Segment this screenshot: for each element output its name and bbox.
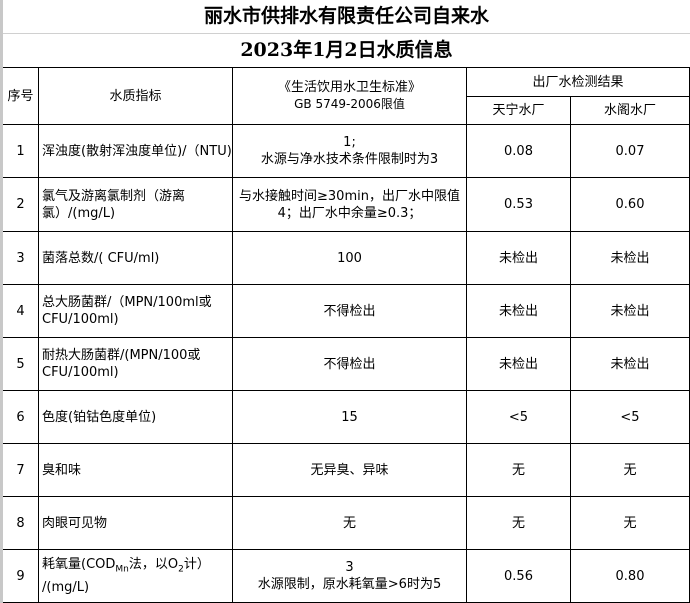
- row-result-shuige: 未检出: [571, 232, 690, 285]
- row-result-tianning: 无: [467, 497, 571, 550]
- row-result-shuige: 无: [571, 497, 690, 550]
- row-standard: 无异臭、异味: [233, 444, 467, 497]
- title-line1: 丽水市供排水有限责任公司自来水: [3, 0, 690, 34]
- indicator-text: 耗氧量(COD: [42, 557, 116, 573]
- row-standard: 1; 水源与净水技术条件限制时为3: [233, 125, 467, 178]
- row-result-tianning: 未检出: [467, 338, 571, 391]
- row-result-shuige: 未检出: [571, 285, 690, 338]
- standard-title: 《生活饮用水卫生标准》: [277, 80, 421, 95]
- header-results: 出厂水检测结果: [467, 68, 690, 97]
- row-indicator: 色度(铂钴色度单位): [39, 391, 233, 444]
- row-result-tianning: 0.56: [467, 550, 571, 603]
- row-standard: 不得检出: [233, 338, 467, 391]
- row-indicator: 菌落总数/( CFU/ml): [39, 232, 233, 285]
- header-plant-shuige: 水阁水厂: [571, 97, 690, 125]
- row-result-shuige: 0.60: [571, 178, 690, 232]
- row-result-tianning: 无: [467, 444, 571, 497]
- row-result-tianning: 0.53: [467, 178, 571, 232]
- row-indicator: 肉眼可见物: [39, 497, 233, 550]
- row-result-shuige: <5: [571, 391, 690, 444]
- standard-code: GB 5749-2006限值: [294, 97, 405, 111]
- row-indicator: 氯气及游离氯制剂（游离氯）/(mg/L): [39, 178, 233, 232]
- row-result-tianning: 未检出: [467, 285, 571, 338]
- row-seq: 6: [3, 391, 39, 444]
- row-seq: 1: [3, 125, 39, 178]
- indicator-line: 耗氧量(CODMn法，以O2计）: [42, 556, 210, 579]
- indicator-text: 计）: [183, 557, 210, 573]
- row-seq: 8: [3, 497, 39, 550]
- row-result-shuige: 0.07: [571, 125, 690, 178]
- subscript: 2: [178, 564, 184, 575]
- title-line2: 2023年1月2日水质信息: [3, 34, 690, 68]
- header-seq: 序号: [3, 68, 39, 125]
- row-indicator: 浑浊度(散射浑浊度单位)/（NTU): [39, 125, 233, 178]
- row-standard: 无: [233, 497, 467, 550]
- row-indicator: 耐热大肠菌群/(MPN/100或CFU/100ml): [39, 338, 233, 391]
- row-result-tianning: 0.08: [467, 125, 571, 178]
- subscript: Mn: [115, 564, 129, 575]
- row-seq: 7: [3, 444, 39, 497]
- row-indicator: 耗氧量(CODMn法，以O2计）/(mg/L): [39, 550, 233, 603]
- row-seq: 4: [3, 285, 39, 338]
- row-seq: 5: [3, 338, 39, 391]
- header-plant-tianning: 天宁水厂: [467, 97, 571, 125]
- row-result-shuige: 未检出: [571, 338, 690, 391]
- left-border: [0, 0, 3, 603]
- row-result-shuige: 无: [571, 444, 690, 497]
- indicator-text: 法，以O: [128, 557, 179, 573]
- header-standard: 《生活饮用水卫生标准》 GB 5749-2006限值: [233, 68, 467, 125]
- header-indicator: 水质指标: [39, 68, 233, 125]
- row-standard: 15: [233, 391, 467, 444]
- row-seq: 9: [3, 550, 39, 603]
- indicator-unit: /(mg/L): [42, 579, 90, 595]
- row-indicator: 总大肠菌群/（MPN/100ml或CFU/100ml): [39, 285, 233, 338]
- row-seq: 3: [3, 232, 39, 285]
- row-standard: 100: [233, 232, 467, 285]
- row-standard: 不得检出: [233, 285, 467, 338]
- row-standard: 3 水源限制，原水耗氧量>6时为5: [233, 550, 467, 603]
- row-standard: 与水接触时间≥30min，出厂水中限值4；出厂水中余量≥0.3；: [233, 178, 467, 232]
- row-result-tianning: <5: [467, 391, 571, 444]
- row-result-shuige: 0.80: [571, 550, 690, 603]
- row-indicator: 臭和味: [39, 444, 233, 497]
- row-seq: 2: [3, 178, 39, 232]
- row-result-tianning: 未检出: [467, 232, 571, 285]
